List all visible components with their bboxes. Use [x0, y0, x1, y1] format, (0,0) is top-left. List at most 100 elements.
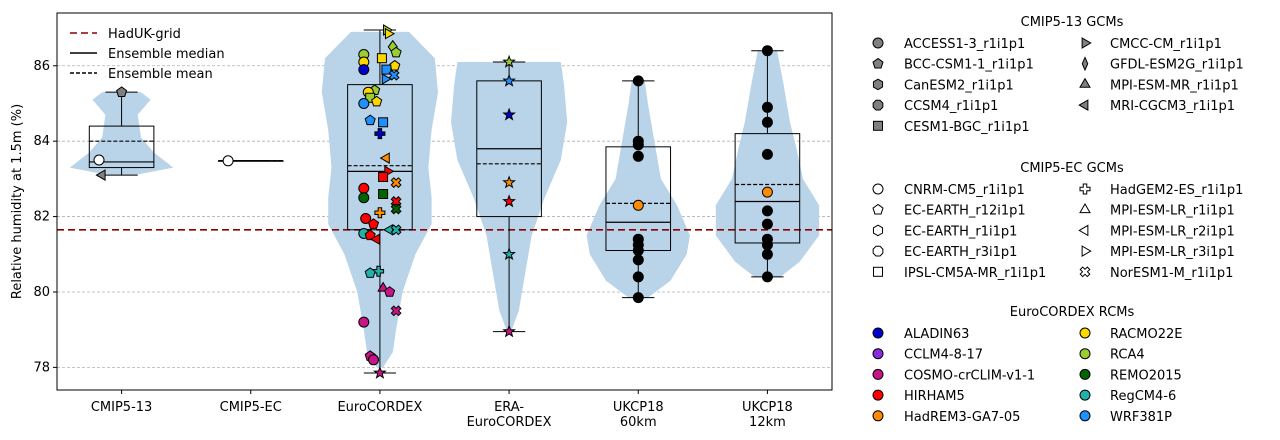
legend-label: EC-EARTH_r3i1p1 [904, 245, 1017, 260]
data-point [358, 98, 370, 109]
data-point [358, 64, 370, 76]
data-point [389, 59, 401, 71]
x-tick-label: UKCP18 [742, 400, 793, 415]
data-point [371, 95, 383, 107]
data-point [364, 114, 376, 126]
legend-marker [872, 327, 884, 339]
data-point [358, 192, 370, 204]
data-point-shape [632, 199, 644, 211]
data-point-shape [374, 128, 386, 140]
data-point-shape [502, 175, 516, 189]
legend-label: BCC-CSM1-1_r1i1p1 [904, 58, 1034, 73]
data-point-shape [358, 98, 370, 109]
legend-marker-shape [1081, 56, 1089, 72]
legend-label: MRI-CGCM3_r1i1p1 [1110, 99, 1235, 114]
legend-label: MPI-ESM-LR_r1i1p1 [1110, 204, 1235, 219]
legend-marker [872, 203, 884, 215]
legend-marker-shape [1078, 99, 1089, 111]
data-point [384, 27, 396, 40]
data-point [222, 155, 234, 167]
legend-label: RegCM4-6 [1110, 389, 1176, 404]
legend-label: RCA4 [1110, 348, 1145, 363]
data-point-shape [384, 27, 396, 40]
legend-marker-shape [872, 203, 884, 215]
legend-marker-shape [1079, 410, 1091, 422]
legend-label: CCSM4_r1i1p1 [904, 99, 998, 114]
data-point-shape [390, 177, 402, 189]
iqr-box [88, 125, 155, 169]
legend-marker-shape [872, 245, 884, 257]
legend-label: GFDL-ESM2G_r1i1p1 [1110, 58, 1244, 73]
data-point [364, 267, 376, 278]
legend-marker [872, 348, 884, 360]
data-point [367, 218, 380, 229]
data-point [360, 213, 372, 224]
data-point [502, 194, 516, 208]
legend-marker [873, 266, 883, 277]
violin [586, 80, 690, 298]
data-point-shape [761, 116, 773, 128]
data-point [381, 73, 392, 85]
legend-label: ALADIN63 [904, 327, 969, 342]
data-point-shape [632, 150, 644, 162]
iqr-box [347, 84, 413, 231]
violin [715, 50, 820, 277]
data-point-shape [632, 75, 644, 87]
legend-label: HIRHAM5 [904, 389, 965, 404]
legend-label: NorESM1-M_r1i1p1 [1110, 266, 1233, 281]
y-tick-label: 86 [33, 59, 50, 74]
data-point [761, 239, 773, 251]
data-point [390, 305, 402, 317]
legend-label: IPSL-CM5A-MR_r1i1p1 [904, 266, 1046, 281]
data-point [373, 265, 385, 277]
data-point-shape [378, 189, 389, 199]
legend-marker [1079, 368, 1091, 380]
data-point-shape [364, 229, 376, 241]
data-point-shape [377, 281, 389, 292]
data-point-shape [364, 114, 376, 126]
legend-label: CanESM2_r1i1p1 [904, 78, 1014, 93]
legend-marker [872, 368, 884, 380]
data-point [761, 101, 773, 113]
data-point-shape [761, 101, 773, 113]
data-point-shape [632, 271, 644, 283]
legend-label: COSMO-crCLIM-v1-1 [904, 368, 1035, 383]
legend-label: CESM1-BGC_r1i1p1 [904, 120, 1030, 135]
data-point [390, 203, 402, 215]
data-point [761, 148, 773, 160]
data-point-shape [761, 239, 773, 251]
data-point [502, 73, 516, 87]
legend-label: EC-EARTH_r1i1p1 [904, 224, 1017, 239]
data-point-shape [376, 53, 387, 64]
legend-marker [872, 37, 884, 49]
data-point [378, 117, 389, 128]
x-tick-label: ERA- [494, 400, 524, 415]
y-tick-label: 82 [33, 210, 50, 225]
data-point-shape [358, 64, 370, 76]
data-point-shape [390, 224, 402, 236]
data-point-shape [374, 207, 386, 219]
data-point-shape [502, 54, 516, 68]
data-point-shape [384, 286, 396, 297]
data-point-shape [364, 267, 376, 278]
violin [321, 31, 438, 368]
violin [69, 92, 174, 176]
y-axis-label: Relative humidity at 1.5m (%) [10, 104, 25, 299]
data-point-shape [373, 265, 385, 277]
legend-marker [1079, 389, 1091, 401]
data-point [95, 169, 106, 181]
main-legend: HadUK-grid Ensemble median Ensemble mean [70, 27, 225, 82]
data-point [368, 354, 379, 366]
y-tick-label: 84 [33, 134, 50, 149]
legend-label: HadUK-grid [108, 27, 181, 42]
data-point [761, 218, 773, 230]
data-point-shape [632, 254, 644, 266]
data-point-shape [358, 192, 370, 204]
legend-marker-shape [1079, 389, 1091, 401]
data-point [632, 271, 644, 283]
data-point-shape [761, 148, 773, 160]
data-point-shape [389, 59, 401, 71]
data-point [390, 177, 402, 189]
data-point [358, 182, 370, 194]
